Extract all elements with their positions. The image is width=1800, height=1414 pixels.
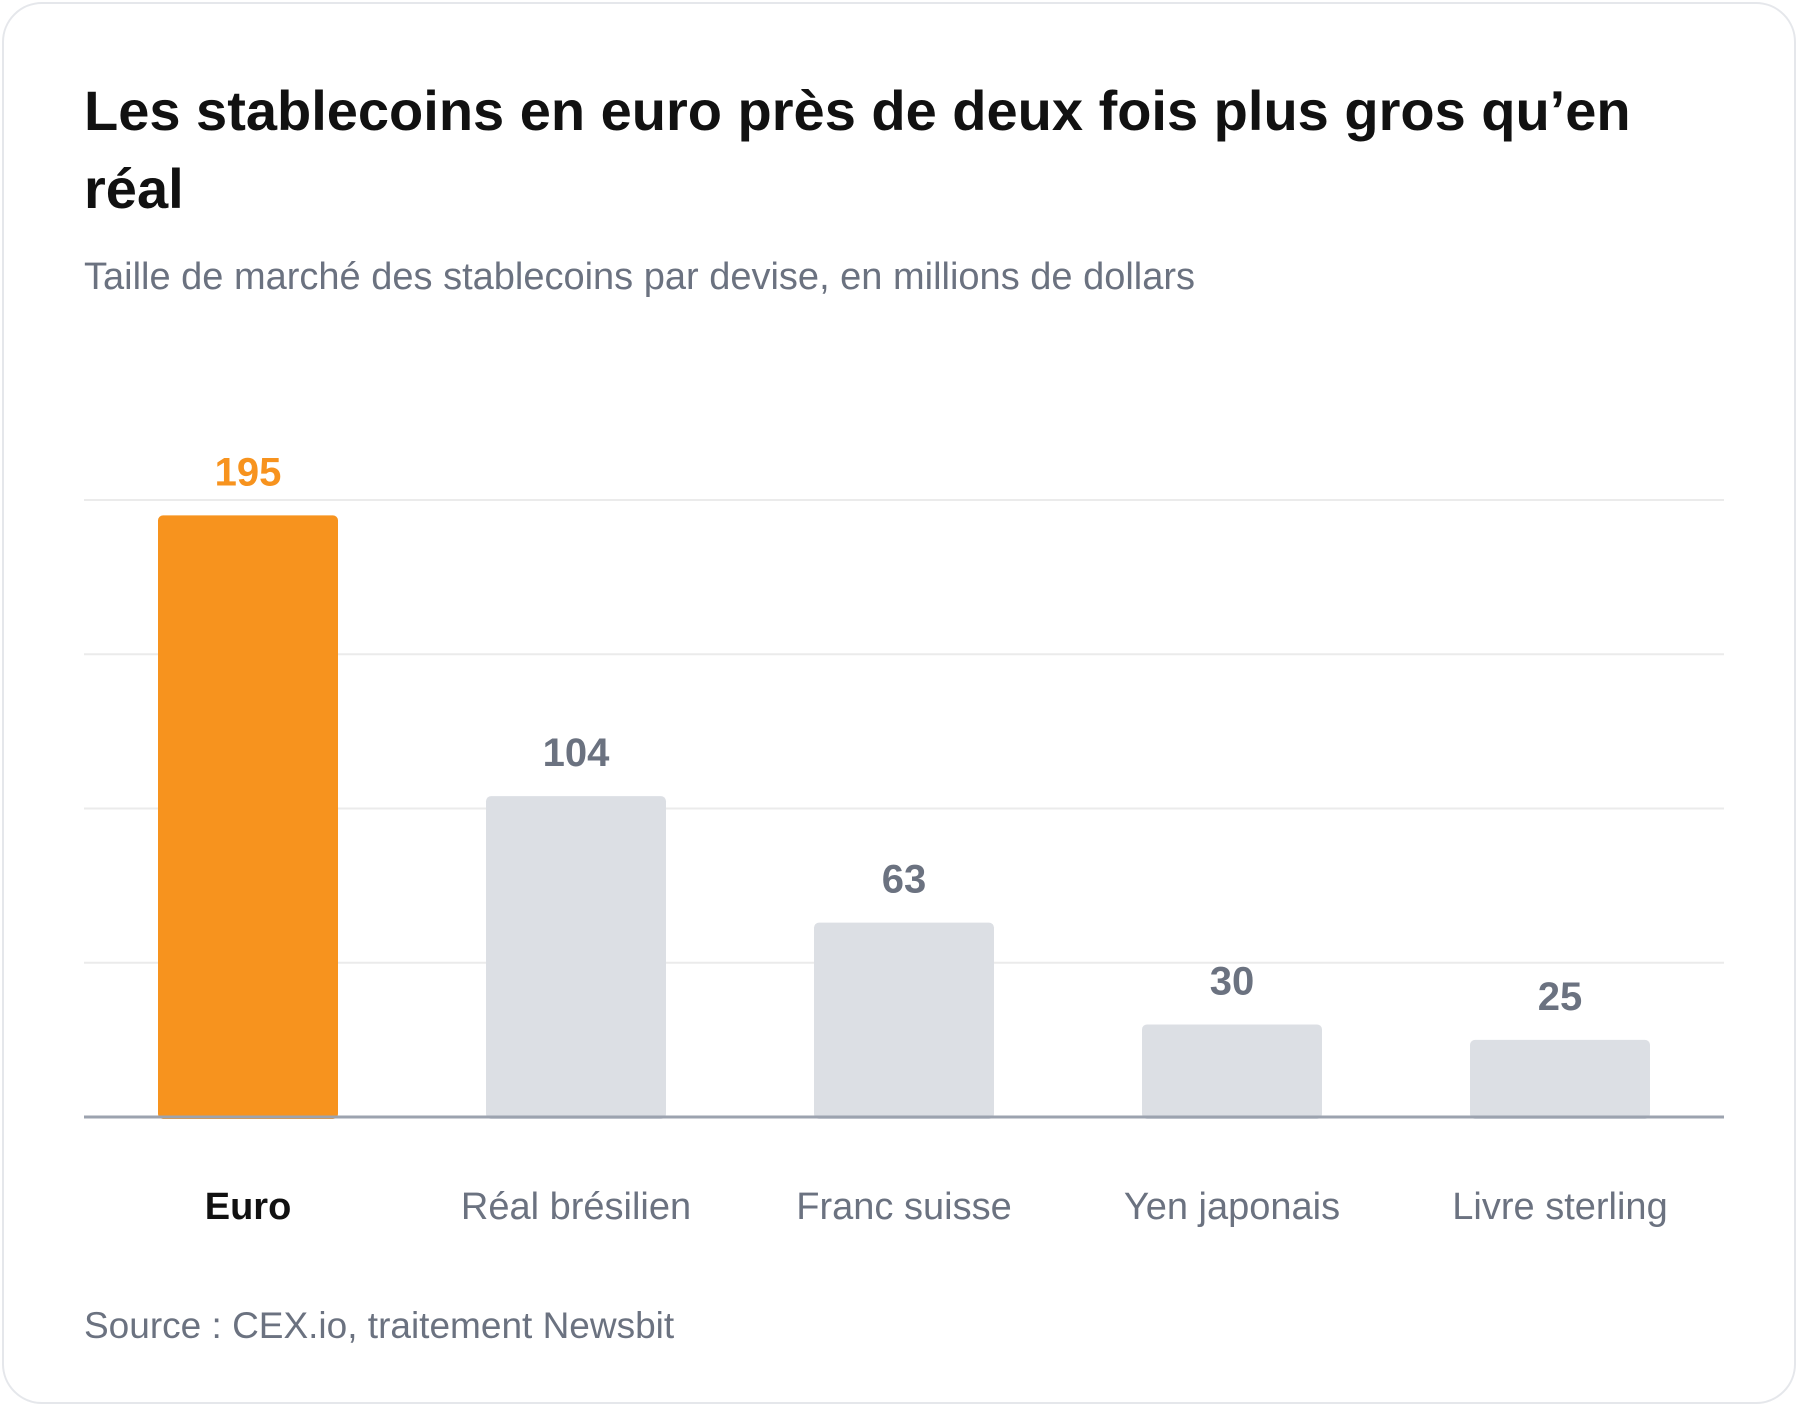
category-label-0: Euro [205,1186,292,1228]
chart-title: Les stablecoins en euro près de deux foi… [84,79,1631,220]
chart-source: Source : CEX.io, traitement Newsbit [84,1305,675,1346]
category-label-1: Réal brésilien [461,1186,691,1228]
bar-1 [486,796,666,1119]
bar-2 [814,922,994,1119]
value-label-3: 30 [1210,959,1255,1003]
category-label-2: Franc suisse [796,1186,1011,1228]
bar-chart: 195 Euro 104 Réal brésilien 63 Franc suisse 30… [84,450,1724,1228]
value-label-1: 104 [543,731,610,775]
chart-subtitle: Taille de marché des stablecoins par dev… [84,256,1196,298]
value-label-4: 25 [1538,975,1583,1019]
bar-0 [158,515,338,1119]
value-label-2: 63 [882,858,927,902]
value-label-0: 195 [215,450,282,494]
category-label-4: Livre sterling [1452,1186,1667,1228]
bar-3 [1142,1024,1322,1119]
category-label-3: Yen japonais [1124,1186,1340,1228]
bar-4 [1470,1039,1650,1119]
